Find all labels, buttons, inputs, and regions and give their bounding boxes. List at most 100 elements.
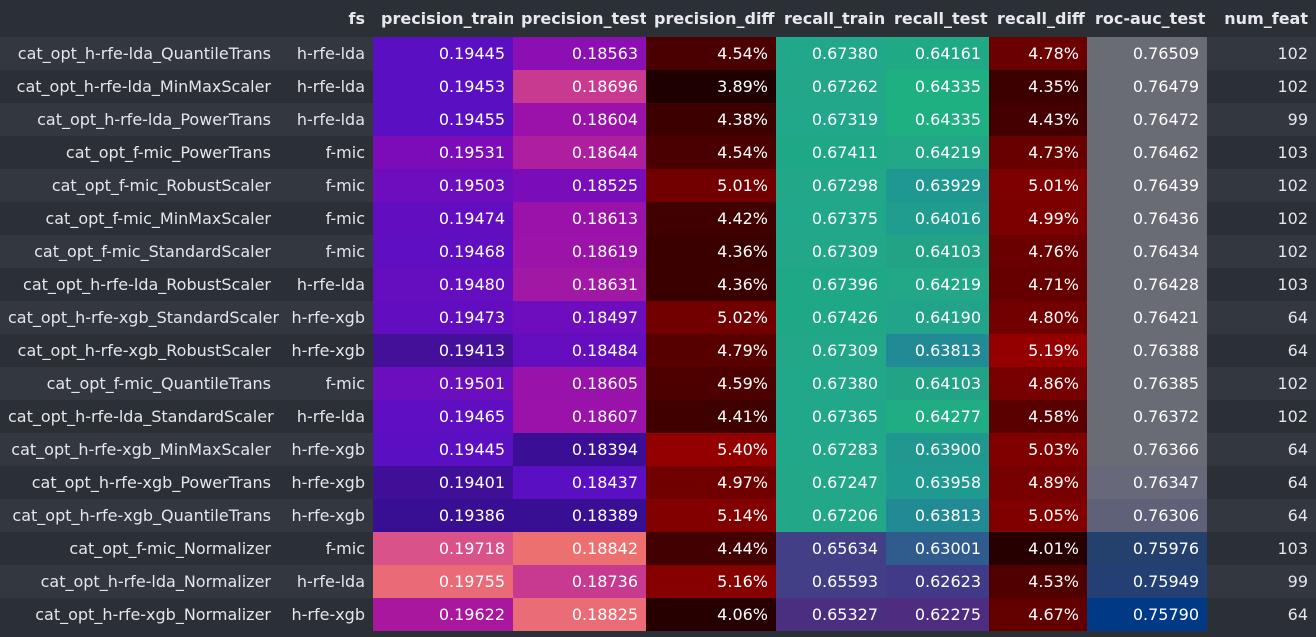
cell-recall-test: 0.64103 (886, 235, 989, 268)
cell-precision-diff: 4.54% (646, 37, 776, 70)
cell-precision-train: 0.19401 (373, 466, 513, 499)
cell-roc-auc-test: 0.76462 (1087, 136, 1207, 169)
cell-recall-test: 0.64277 (886, 400, 989, 433)
cell-recall-test: 0.63813 (886, 334, 989, 367)
cell-precision-test: 0.18607 (513, 400, 646, 433)
cell-recall-train: 0.67309 (776, 334, 886, 367)
cell-recall-train: 0.67380 (776, 367, 886, 400)
table-row[interactable]: cat_opt_f-mic_RobustScaler f-mic 0.19503 0.… (0, 169, 1316, 202)
cell-precision-train: 0.19622 (373, 598, 513, 631)
table-row[interactable]: cat_opt_h-rfe-xgb_MinMaxScaler h-rfe-xgb 0… (0, 433, 1316, 466)
cell-recall-diff: 4.73% (989, 136, 1087, 169)
row-label: cat_opt_h-rfe-lda_StandardScaler (8, 407, 274, 426)
cell-fs: h-rfe-xgb (291, 473, 365, 492)
cell-recall-diff: 5.01% (989, 169, 1087, 202)
cell-recall-diff: 4.35% (989, 70, 1087, 103)
table-row[interactable]: cat_opt_f-mic_StandardScaler f-mic 0.19468… (0, 235, 1316, 268)
cell-recall-train: 0.67365 (776, 400, 886, 433)
column-header-num-feat[interactable]: num_feat (1207, 0, 1316, 37)
cell-recall-diff: 4.67% (989, 598, 1087, 631)
column-header-precision-train[interactable]: precision_train (373, 0, 513, 37)
cell-precision-test: 0.18696 (513, 70, 646, 103)
cell-precision-train: 0.19465 (373, 400, 513, 433)
table-row[interactable]: cat_opt_h-rfe-xgb_Normalizer h-rfe-xgb 0.1… (0, 598, 1316, 631)
row-label: cat_opt_f-mic_MinMaxScaler (45, 209, 271, 228)
cell-recall-diff: 4.78% (989, 37, 1087, 70)
cell-roc-auc-test: 0.75949 (1087, 565, 1207, 598)
cell-roc-auc-test: 0.76366 (1087, 433, 1207, 466)
cell-recall-train: 0.67262 (776, 70, 886, 103)
cell-recall-diff: 5.05% (989, 499, 1087, 532)
column-header-recall-test[interactable]: recall_test (886, 0, 989, 37)
table-row[interactable]: cat_opt_h-rfe-lda_RobustScaler h-rfe-lda 0… (0, 268, 1316, 301)
table-row[interactable]: cat_opt_h-rfe-xgb_StandardScaler h-rfe-xg… (0, 301, 1316, 334)
cell-roc-auc-test: 0.76306 (1087, 499, 1207, 532)
cell-recall-test: 0.64335 (886, 70, 989, 103)
table-row[interactable]: cat_opt_f-mic_QuantileTrans f-mic 0.19501 0… (0, 367, 1316, 400)
cell-recall-test: 0.64016 (886, 202, 989, 235)
cell-precision-train: 0.19501 (373, 367, 513, 400)
column-header-precision-test[interactable]: precision_test (513, 0, 646, 37)
cell-fs: h-rfe-lda (296, 407, 365, 426)
row-label: cat_opt_f-mic_Normalizer (69, 539, 271, 558)
table-row[interactable]: cat_opt_h-rfe-xgb_RobustScaler h-rfe-xgb 0… (0, 334, 1316, 367)
cell-num-feat: 102 (1277, 77, 1308, 96)
cell-precision-diff: 4.38% (646, 103, 776, 136)
cell-recall-train: 0.67247 (776, 466, 886, 499)
row-label: cat_opt_h-rfe-xgb_MinMaxScaler (11, 440, 271, 459)
cell-fs: h-rfe-xgb (291, 605, 365, 624)
table-row[interactable]: cat_opt_h-rfe-lda_Normalizer h-rfe-lda 0.1… (0, 565, 1316, 598)
cell-num-feat: 99 (1287, 110, 1308, 129)
cell-precision-test: 0.18644 (513, 136, 646, 169)
table-row[interactable]: cat_opt_h-rfe-lda_MinMaxScaler h-rfe-lda 0… (0, 70, 1316, 103)
table-row[interactable]: cat_opt_h-rfe-xgb_PowerTrans h-rfe-xgb 0.1… (0, 466, 1316, 499)
row-label: cat_opt_h-rfe-lda_QuantileTrans (17, 44, 271, 63)
cell-num-feat: 64 (1287, 440, 1308, 459)
cell-precision-train: 0.19474 (373, 202, 513, 235)
table-row[interactable]: cat_opt_h-rfe-xgb_QuantileTrans h-rfe-xgb… (0, 499, 1316, 532)
table-row[interactable]: cat_opt_h-rfe-lda_PowerTrans h-rfe-lda 0.1… (0, 103, 1316, 136)
table-row[interactable]: cat_opt_h-rfe-lda_StandardScaler h-rfe-ld… (0, 400, 1316, 433)
cell-precision-train: 0.19453 (373, 70, 513, 103)
cell-precision-test: 0.18825 (513, 598, 646, 631)
cell-num-feat: 64 (1287, 341, 1308, 360)
cell-fs: h-rfe-lda (296, 275, 365, 294)
index-header (0, 0, 279, 37)
row-label: cat_opt_f-mic_PowerTrans (65, 143, 271, 162)
cell-fs: h-rfe-xgb (291, 440, 365, 459)
column-header-recall-train[interactable]: recall_train (776, 0, 886, 37)
column-header-precision-diff[interactable]: precision_diff (646, 0, 776, 37)
cell-precision-train: 0.19445 (373, 433, 513, 466)
cell-precision-train: 0.19473 (373, 301, 513, 334)
row-label: cat_opt_h-rfe-lda_Normalizer (40, 572, 271, 591)
cell-precision-diff: 4.44% (646, 532, 776, 565)
cell-precision-test: 0.18736 (513, 565, 646, 598)
column-header-fs[interactable]: fs (279, 0, 373, 37)
column-header-roc-auc-test[interactable]: roc-auc_test (1087, 0, 1207, 37)
table-row[interactable]: cat_opt_f-mic_PowerTrans f-mic 0.19531 0.18… (0, 136, 1316, 169)
table-row[interactable]: cat_opt_f-mic_Normalizer f-mic 0.19718 0.18… (0, 532, 1316, 565)
cell-precision-test: 0.18604 (513, 103, 646, 136)
table-row[interactable]: cat_opt_f-mic_MinMaxScaler f-mic 0.19474 0.… (0, 202, 1316, 235)
row-label: cat_opt_h-rfe-xgb_RobustScaler (17, 341, 271, 360)
table-row[interactable]: cat_opt_h-rfe-lda_QuantileTrans h-rfe-lda… (0, 37, 1316, 70)
cell-fs: h-rfe-xgb (291, 506, 365, 525)
cell-recall-test: 0.63813 (886, 499, 989, 532)
cell-precision-train: 0.19718 (373, 532, 513, 565)
cell-recall-diff: 4.80% (989, 301, 1087, 334)
cell-recall-train: 0.67283 (776, 433, 886, 466)
cell-fs: f-mic (325, 242, 365, 261)
cell-fs: h-rfe-xgb (291, 308, 365, 327)
cell-precision-diff: 4.59% (646, 367, 776, 400)
column-header-recall-diff[interactable]: recall_diff (989, 0, 1087, 37)
cell-precision-diff: 4.06% (646, 598, 776, 631)
row-label: cat_opt_h-rfe-lda_RobustScaler (23, 275, 271, 294)
cell-roc-auc-test: 0.76372 (1087, 400, 1207, 433)
cell-fs: f-mic (325, 209, 365, 228)
cell-roc-auc-test: 0.76479 (1087, 70, 1207, 103)
cell-precision-diff: 4.41% (646, 400, 776, 433)
cell-roc-auc-test: 0.76428 (1087, 268, 1207, 301)
cell-recall-train: 0.67411 (776, 136, 886, 169)
cell-recall-test: 0.64161 (886, 37, 989, 70)
cell-roc-auc-test: 0.76436 (1087, 202, 1207, 235)
